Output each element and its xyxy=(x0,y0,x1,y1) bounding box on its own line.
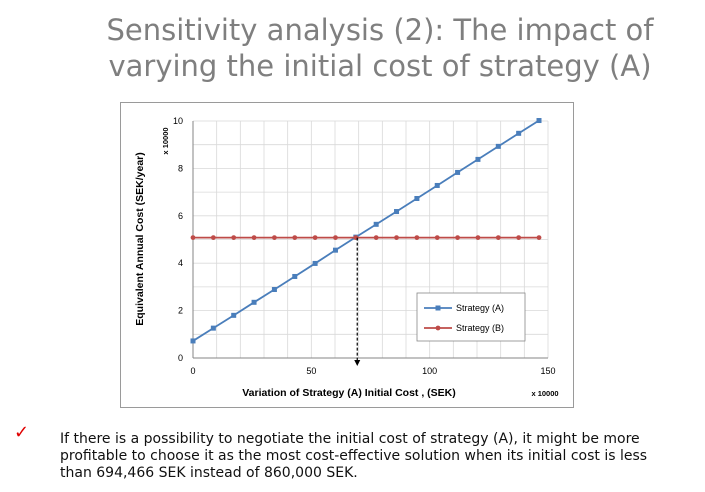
chart-series xyxy=(190,118,542,344)
data-point xyxy=(292,235,298,241)
data-point xyxy=(333,235,338,241)
data-point xyxy=(231,235,237,241)
data-point xyxy=(516,130,522,136)
data-point xyxy=(414,235,420,241)
data-point xyxy=(495,235,501,241)
page-title: Sensitivity analysis (2): The impact of … xyxy=(106,13,654,83)
data-point xyxy=(394,209,400,215)
legend-marker-circle xyxy=(435,325,441,331)
x-tick-label: 0 xyxy=(190,366,195,376)
y-tick-label: 2 xyxy=(178,306,183,316)
data-point xyxy=(394,235,399,241)
data-point xyxy=(312,260,318,266)
data-point xyxy=(190,338,196,344)
x-tick-label: 100 xyxy=(422,366,437,376)
legend-label: Strategy (A) xyxy=(456,303,504,313)
legend-marker-square xyxy=(435,305,441,311)
data-point xyxy=(434,182,440,188)
y-axis-label: Equivalent Annual Cost (SEK/year) xyxy=(134,152,146,325)
legend-label: Strategy (B) xyxy=(456,323,504,333)
data-point xyxy=(271,287,277,293)
chart-frame: 0 2 4 6 8 10 0 50 100 150 Equivalent Annual Cost … xyxy=(120,102,574,408)
bullet-text: If there is a possibility to negotiate t… xyxy=(60,431,648,481)
data-point xyxy=(475,156,481,162)
data-point xyxy=(516,235,522,241)
data-point xyxy=(251,235,257,241)
y-tick-label: 10 xyxy=(173,116,183,126)
data-point xyxy=(210,325,216,331)
data-point xyxy=(536,118,542,124)
data-point xyxy=(231,312,237,318)
y-tick-label: 6 xyxy=(178,211,183,221)
data-point xyxy=(536,235,542,241)
x-axis-label: Variation of Strategy (A) Initial Cost ,… xyxy=(242,387,456,399)
data-point xyxy=(292,273,298,279)
data-point xyxy=(455,235,460,241)
data-point xyxy=(190,235,196,241)
x-tick-label: 50 xyxy=(306,366,316,376)
data-point xyxy=(414,195,420,201)
data-point xyxy=(475,235,481,241)
data-point xyxy=(434,235,440,241)
data-point xyxy=(210,235,216,241)
checkmark-icon: ✓ xyxy=(14,422,30,443)
data-point xyxy=(251,299,257,305)
series-line-1 xyxy=(192,119,540,342)
x-tick-label: 150 xyxy=(540,366,555,376)
data-point xyxy=(455,169,461,175)
data-point xyxy=(312,235,318,241)
y-tick-label: 4 xyxy=(178,258,183,268)
data-point xyxy=(373,235,379,241)
y-axis-multiplier: x 10000 xyxy=(161,127,170,154)
y-tick-label: 8 xyxy=(178,163,183,173)
data-point xyxy=(332,247,338,253)
x-axis-multiplier: x 10000 xyxy=(531,389,558,398)
chart-legend: Strategy (A) Strategy (B) xyxy=(416,292,526,342)
data-point xyxy=(272,235,277,241)
chart-annotations xyxy=(354,237,361,366)
data-point xyxy=(373,221,379,227)
data-point xyxy=(495,143,501,149)
y-tick-label: 0 xyxy=(178,353,183,363)
break-even-arrow-head xyxy=(354,360,361,366)
